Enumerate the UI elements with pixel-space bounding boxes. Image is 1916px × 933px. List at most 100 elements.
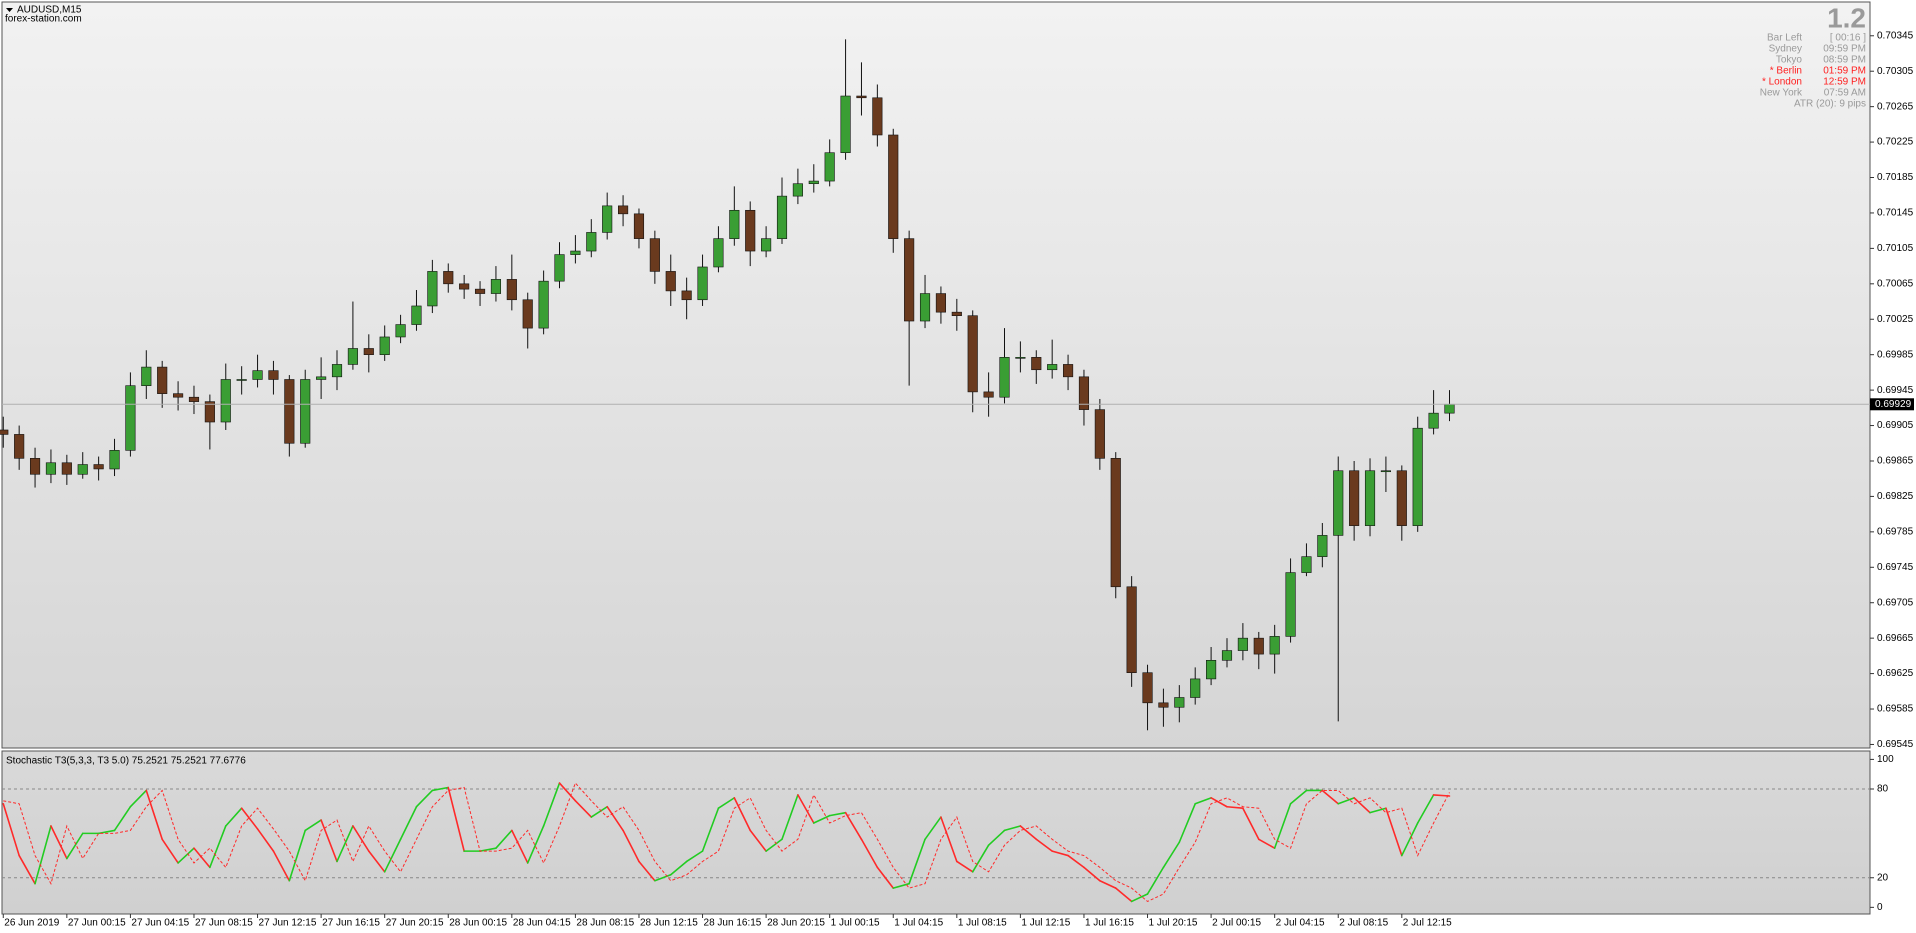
y-tick-label: 0.70225: [1877, 137, 1914, 148]
candle-body: [808, 180, 819, 185]
candle-body: [157, 366, 168, 394]
info-value: 01:59 PM: [1823, 66, 1866, 77]
candle-body: [1269, 636, 1280, 655]
candle-body: [29, 458, 41, 475]
candle-body: [141, 366, 152, 386]
candle-body: [268, 370, 279, 380]
y-tick-label: 0: [1877, 902, 1883, 913]
main-line-segment: [844, 811, 863, 841]
y-tick-label: 0.70185: [1877, 172, 1914, 183]
candle-body: [1444, 403, 1455, 414]
main-line-segment: [1289, 789, 1308, 805]
candle-body: [379, 336, 390, 355]
main-line-segment: [590, 805, 608, 818]
main-line-segment: [224, 807, 243, 827]
candle-body: [220, 379, 231, 423]
x-tick-label: 1 Jul 12:15: [1021, 918, 1070, 929]
x-tick-label: 1 Jul 08:15: [958, 918, 1007, 929]
x-tick-label: 2 Jul 04:15: [1276, 918, 1325, 929]
main-line-segment: [526, 825, 545, 864]
main-line-segment: [956, 860, 974, 873]
y-tick-label: 80: [1877, 784, 1889, 795]
candle-body: [1412, 427, 1423, 526]
main-line-segment: [272, 850, 291, 882]
main-line-segment: [908, 838, 926, 885]
main-line-segment: [447, 786, 465, 852]
y-tick-label: 0.70105: [1877, 243, 1914, 254]
candle-body: [1253, 637, 1264, 655]
main-line-segment: [240, 807, 259, 830]
x-tick-label: 2 Jul 08:15: [1339, 918, 1388, 929]
candle-body: [61, 462, 72, 475]
info-label: Sydney: [1769, 44, 1802, 55]
main-line-segment: [924, 816, 942, 841]
candle-body: [395, 324, 406, 338]
main-line-segment: [304, 819, 322, 832]
main-line-segment: [876, 866, 895, 889]
x-tick-label: 27 Jun 04:15: [131, 918, 189, 929]
candle-body: [697, 266, 708, 301]
menu-triangle[interactable]: [6, 8, 13, 12]
info-footer: ATR (20): 9 pips: [1794, 99, 1866, 110]
candle-body: [204, 401, 215, 423]
info-label: New York: [1760, 88, 1803, 99]
candle-body: [109, 450, 120, 470]
candle-body: [252, 370, 263, 380]
candle-body: [729, 209, 740, 239]
main-line-segment: [654, 873, 672, 882]
candle-body: [427, 271, 438, 307]
candle-body: [1031, 357, 1042, 371]
info-label: * Berlin: [1770, 66, 1802, 77]
x-tick-label: 28 Jun 12:15: [640, 918, 698, 929]
candle-body: [1428, 412, 1439, 429]
site-label: forex-station.com: [5, 14, 82, 25]
sub-panel: [1, 750, 1871, 915]
main-line-segment: [1210, 797, 1228, 808]
main-line-segment: [987, 829, 1006, 847]
y-tick-label: 0.69705: [1877, 597, 1914, 608]
x-tick-label: 1 Jul 04:15: [894, 918, 943, 929]
candle-body: [904, 238, 915, 322]
candle-body: [1047, 364, 1058, 371]
info-value: 12:59 PM: [1823, 77, 1866, 88]
candle-body: [840, 95, 851, 154]
main-line-segment: [18, 854, 36, 885]
main-line-segment: [511, 829, 529, 864]
candle-body: [665, 271, 676, 292]
y-tick-label: 0.69585: [1877, 704, 1914, 715]
main-line-segment: [892, 882, 910, 889]
candle-body: [999, 357, 1010, 398]
main-line-segment: [50, 825, 68, 860]
y-tick-label: 0.69665: [1877, 633, 1914, 644]
main-line-segment: [145, 789, 163, 841]
main-line-segment: [399, 805, 418, 841]
main-line-segment: [828, 811, 847, 817]
candle-body: [1364, 470, 1376, 526]
main-line-segment: [1035, 838, 1053, 852]
version-label: 1.2: [1827, 2, 1866, 33]
x-tick-label: 1 Jul 16:15: [1085, 918, 1134, 929]
main-line-segment: [320, 819, 338, 863]
main-line-segment: [129, 789, 148, 808]
candle-body: [856, 95, 867, 99]
main-line-segment: [685, 850, 704, 863]
main-line-segment: [113, 805, 132, 832]
candle-body: [363, 348, 374, 355]
candle-body: [618, 205, 629, 215]
main-line-segment: [415, 789, 434, 808]
candle-body: [316, 376, 327, 380]
main-line-segment: [2, 802, 20, 857]
x-tick-label: 28 Jun 04:15: [513, 918, 571, 929]
main-line-segment: [542, 782, 561, 827]
main-line-segment: [1353, 797, 1371, 814]
main-line-segment: [749, 829, 767, 852]
candle-body: [1078, 376, 1090, 410]
candle-body: [570, 250, 581, 255]
main-line-segment: [352, 825, 370, 852]
main-line-segment: [1146, 866, 1165, 895]
candle-body: [935, 293, 946, 313]
main-line-segment: [717, 797, 736, 810]
main-line-segment: [1401, 822, 1419, 857]
